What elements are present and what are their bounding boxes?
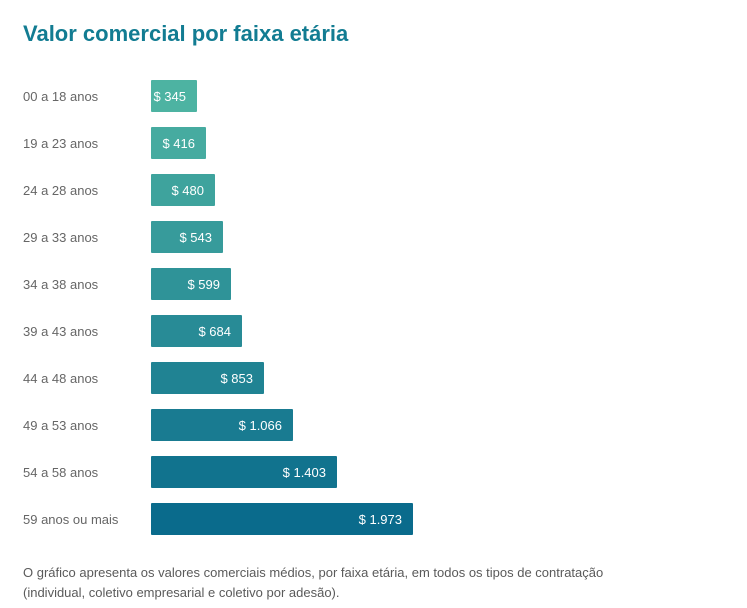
bar-chart: 00 a 18 anos $ 345 19 a 23 anos $ 416 24… [23, 80, 723, 535]
bar: $ 599 [151, 268, 231, 300]
bar: $ 853 [151, 362, 264, 394]
bar: $ 684 [151, 315, 242, 347]
bar: $ 416 [151, 127, 206, 159]
category-label: 54 a 58 anos [23, 464, 99, 480]
chart-row: 24 a 28 anos $ 480 [23, 174, 723, 206]
bar-value-label: $ 480 [171, 182, 204, 198]
chart-row: 19 a 23 anos $ 416 [23, 127, 723, 159]
category-label: 49 a 53 anos [23, 417, 99, 433]
bar-value-label: $ 1.066 [238, 417, 282, 433]
bar-value-label: $ 599 [187, 276, 220, 292]
chart-row: 44 a 48 anos $ 853 [23, 362, 723, 394]
bar-value-label: $ 543 [179, 229, 212, 245]
category-label: 19 a 23 anos [23, 135, 99, 151]
bar: $ 1.403 [151, 456, 337, 488]
bar-value-label: $ 345 [153, 88, 186, 104]
category-label: 44 a 48 anos [23, 370, 99, 386]
category-label: 24 a 28 anos [23, 182, 99, 198]
chart-row: 54 a 58 anos $ 1.403 [23, 456, 723, 488]
bar-value-label: $ 1.403 [282, 464, 326, 480]
bar-value-label: $ 853 [220, 370, 253, 386]
chart-row: 29 a 33 anos $ 543 [23, 221, 723, 253]
category-label: 34 a 38 anos [23, 276, 99, 292]
bar-value-label: $ 416 [162, 135, 195, 151]
bar: $ 345 [151, 80, 197, 112]
chart-row: 49 a 53 anos $ 1.066 [23, 409, 723, 441]
bar: $ 543 [151, 221, 223, 253]
footnote-line: (individual, coletivo empresarial e cole… [23, 585, 340, 600]
category-label: 59 anos ou mais [23, 511, 119, 527]
chart-row: 34 a 38 anos $ 599 [23, 268, 723, 300]
bar: $ 1.973 [151, 503, 413, 535]
footnote-line: O gráfico apresenta os valores comerciai… [23, 565, 604, 580]
chart-title: Valor comercial por faixa etária [23, 21, 349, 46]
bar-value-label: $ 684 [198, 323, 231, 339]
chart-footnote: O gráfico apresenta os valores comerciai… [23, 563, 723, 603]
bar-value-label: $ 1.973 [358, 511, 402, 527]
category-label: 39 a 43 anos [23, 323, 99, 339]
chart-row: 59 anos ou mais $ 1.973 [23, 503, 723, 535]
chart-row: 39 a 43 anos $ 684 [23, 315, 723, 347]
category-label: 00 a 18 anos [23, 88, 99, 104]
category-label: 29 a 33 anos [23, 229, 99, 245]
chart-row: 00 a 18 anos $ 345 [23, 80, 723, 112]
bar: $ 480 [151, 174, 215, 206]
bar: $ 1.066 [151, 409, 293, 441]
